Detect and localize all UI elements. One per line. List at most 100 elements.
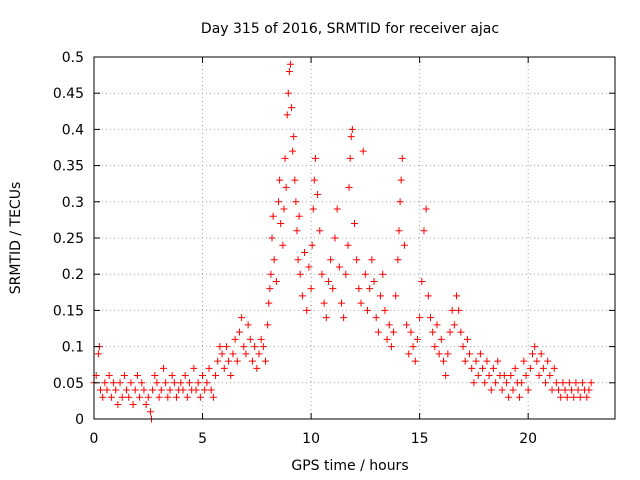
data-point [294,256,302,264]
data-point [231,335,239,343]
data-point [437,335,445,343]
data-point [192,386,200,394]
data-point [264,321,272,329]
data-point [450,321,458,329]
data-point [196,393,204,401]
data-point [242,350,250,358]
data-point [238,314,246,322]
data-point [529,350,537,358]
data-point [361,270,369,278]
data-point [357,299,365,307]
data-point [301,248,309,256]
data-point [114,401,122,409]
data-point [385,321,393,329]
data-point [162,379,170,387]
data-point [216,343,224,351]
data-point [539,364,547,372]
data-point [157,386,165,394]
chart-title: Day 315 of 2016, SRMTID for receiver aja… [201,21,499,37]
data-point [457,328,465,336]
data-point [153,379,161,387]
data-point [253,364,261,372]
data-point [524,386,532,394]
data-point [183,393,191,401]
data-point [203,379,211,387]
data-point [227,372,235,380]
y-tick-label: 0.4 [62,122,84,138]
data-point [172,393,180,401]
data-point [120,372,128,380]
data-point [283,111,291,119]
data-point [311,154,319,162]
data-point [390,328,398,336]
data-point [177,379,185,387]
data-point [583,393,591,401]
data-point [265,299,273,307]
data-point [364,306,372,314]
y-tick-label: 0.05 [53,376,84,392]
data-point [267,270,275,278]
data-point [103,386,111,394]
data-point [327,256,335,264]
data-point [440,357,448,365]
data-point [585,386,593,394]
y-tick-label: 0.5 [62,50,84,66]
data-point [316,227,324,235]
data-point [129,401,137,409]
data-point [110,379,118,387]
data-point [222,343,230,351]
data-point [377,292,385,300]
data-point [407,328,415,336]
data-point [379,270,387,278]
data-point [276,176,284,184]
data-point [305,263,313,271]
data-point [515,393,523,401]
data-point [181,372,189,380]
data-point [366,285,374,293]
data-point [309,205,317,213]
data-point [214,357,222,365]
data-point [424,292,432,300]
data-point [422,205,430,213]
data-point [372,314,380,322]
data-point [466,350,474,358]
data-point [578,379,586,387]
data-point [331,234,339,242]
data-point [324,277,332,285]
data-point [288,104,296,112]
data-point [429,328,437,336]
data-point [310,176,318,184]
data-point [433,321,441,329]
data-point [546,372,554,380]
data-point [190,364,198,372]
data-point [587,379,595,387]
data-point [498,386,506,394]
y-tick-label: 0.35 [53,159,84,175]
data-point [485,372,493,380]
data-point [344,241,352,249]
data-point [118,393,126,401]
data-point [574,386,582,394]
data-point [476,350,484,358]
data-point [455,306,463,314]
data-point [418,277,426,285]
data-point [151,372,159,380]
data-point [381,306,389,314]
data-point [199,372,207,380]
data-point [285,67,293,75]
data-point [340,314,348,322]
data-point [131,386,139,394]
data-point [520,357,528,365]
data-point [345,183,353,191]
data-point [164,393,172,401]
y-tick-label: 0.1 [62,340,84,356]
data-point [293,227,301,235]
data-point [561,386,569,394]
data-point [550,364,558,372]
data-point [270,256,278,264]
data-point [416,314,424,322]
data-point [537,350,545,358]
data-point [159,364,167,372]
data-point [295,212,303,220]
x-tick-label: 5 [198,431,207,447]
